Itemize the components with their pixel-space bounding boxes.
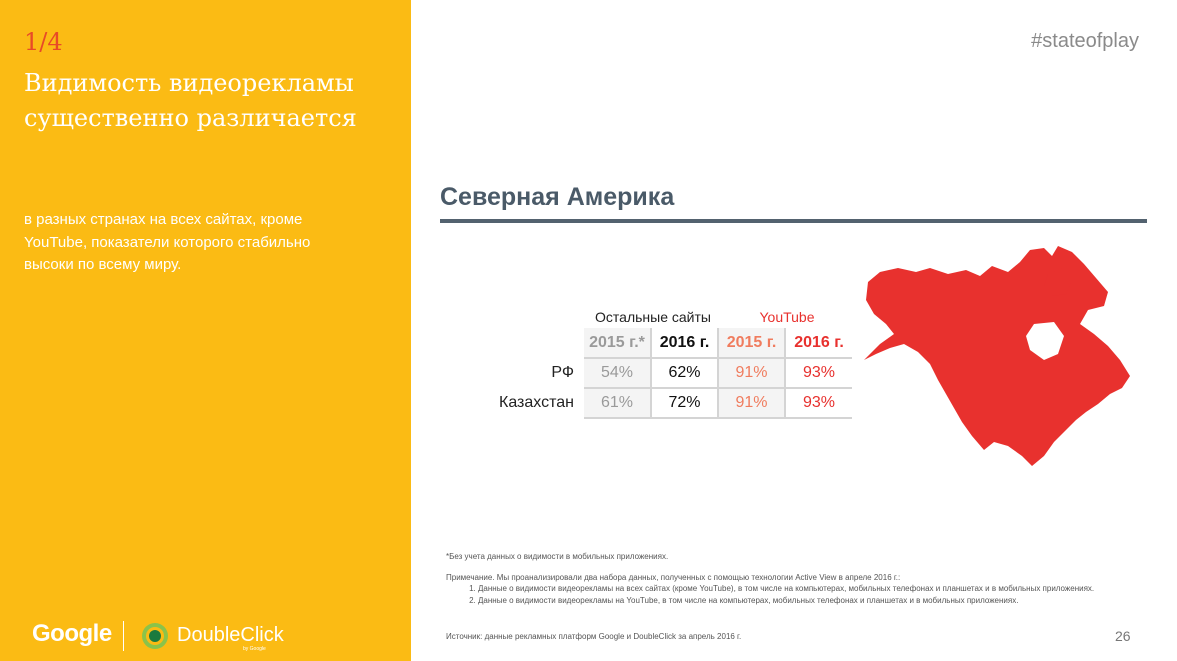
- table-cell: 93%: [785, 388, 852, 419]
- hashtag: #stateofplay: [1031, 30, 1139, 52]
- table-header-row: 2015 г.* 2016 г. 2015 г. 2016 г.: [584, 328, 852, 359]
- table-cell: 61%: [584, 388, 652, 419]
- region-divider: [440, 219, 1147, 223]
- table-cell: 91%: [718, 358, 786, 389]
- col-header: 2015 г.*: [584, 328, 652, 359]
- footnote-note: Примечание. Мы проанализировали два набо…: [446, 572, 901, 582]
- sidebar: 1/4 Видимость видеорекламы существенно р…: [0, 0, 411, 661]
- region-title: Северная Америка: [440, 183, 675, 211]
- col-header: 2015 г.: [718, 328, 786, 359]
- doubleclick-logo: DoubleClick: [177, 624, 284, 646]
- list-item: Данные о видимости видеорекламы на всех …: [478, 583, 1156, 595]
- footnote-list: Данные о видимости видеорекламы на всех …: [460, 583, 1156, 606]
- table-cell: 54%: [584, 358, 652, 389]
- group-label-other-sites: Остальные сайты: [595, 309, 711, 325]
- col-header: 2016 г.: [785, 328, 852, 359]
- table-cell: 93%: [785, 358, 852, 389]
- table-cell: 72%: [651, 388, 719, 419]
- footnote-star: *Без учета данных о видимости в мобильны…: [446, 552, 669, 561]
- col-header: 2016 г.: [651, 328, 719, 359]
- step-indicator: 1/4: [24, 28, 63, 56]
- headline: Видимость видеорекламы существенно разли…: [24, 69, 357, 132]
- north-america-map-icon: [864, 246, 1130, 466]
- subtext: в разных странах на всех сайтах, кроме Y…: [24, 211, 311, 273]
- page-number: 26: [1115, 628, 1131, 644]
- list-item: Данные о видимости видеорекламы на YouTu…: [478, 595, 1156, 607]
- doubleclick-icon: [142, 623, 168, 649]
- table-cell: 91%: [718, 388, 786, 419]
- group-label-youtube: YouTube: [759, 309, 815, 325]
- google-logo: Google: [32, 620, 112, 647]
- source-note: Источник: данные рекламных платформ Goog…: [446, 632, 742, 641]
- row-label-kz: Казахстан: [499, 394, 574, 411]
- row-label-rf: РФ: [551, 364, 574, 381]
- logo-divider: [123, 621, 124, 651]
- visibility-table: 2015 г.* 2016 г. 2015 г. 2016 г. 54% 62%…: [584, 328, 852, 419]
- table-cell: 62%: [651, 358, 719, 389]
- table-row: 61% 72% 91% 93%: [584, 388, 852, 419]
- table-row: 54% 62% 91% 93%: [584, 358, 852, 389]
- footnotes: *Без учета данных о видимости в мобильны…: [446, 551, 1156, 606]
- doubleclick-by-google: by Google: [243, 646, 266, 652]
